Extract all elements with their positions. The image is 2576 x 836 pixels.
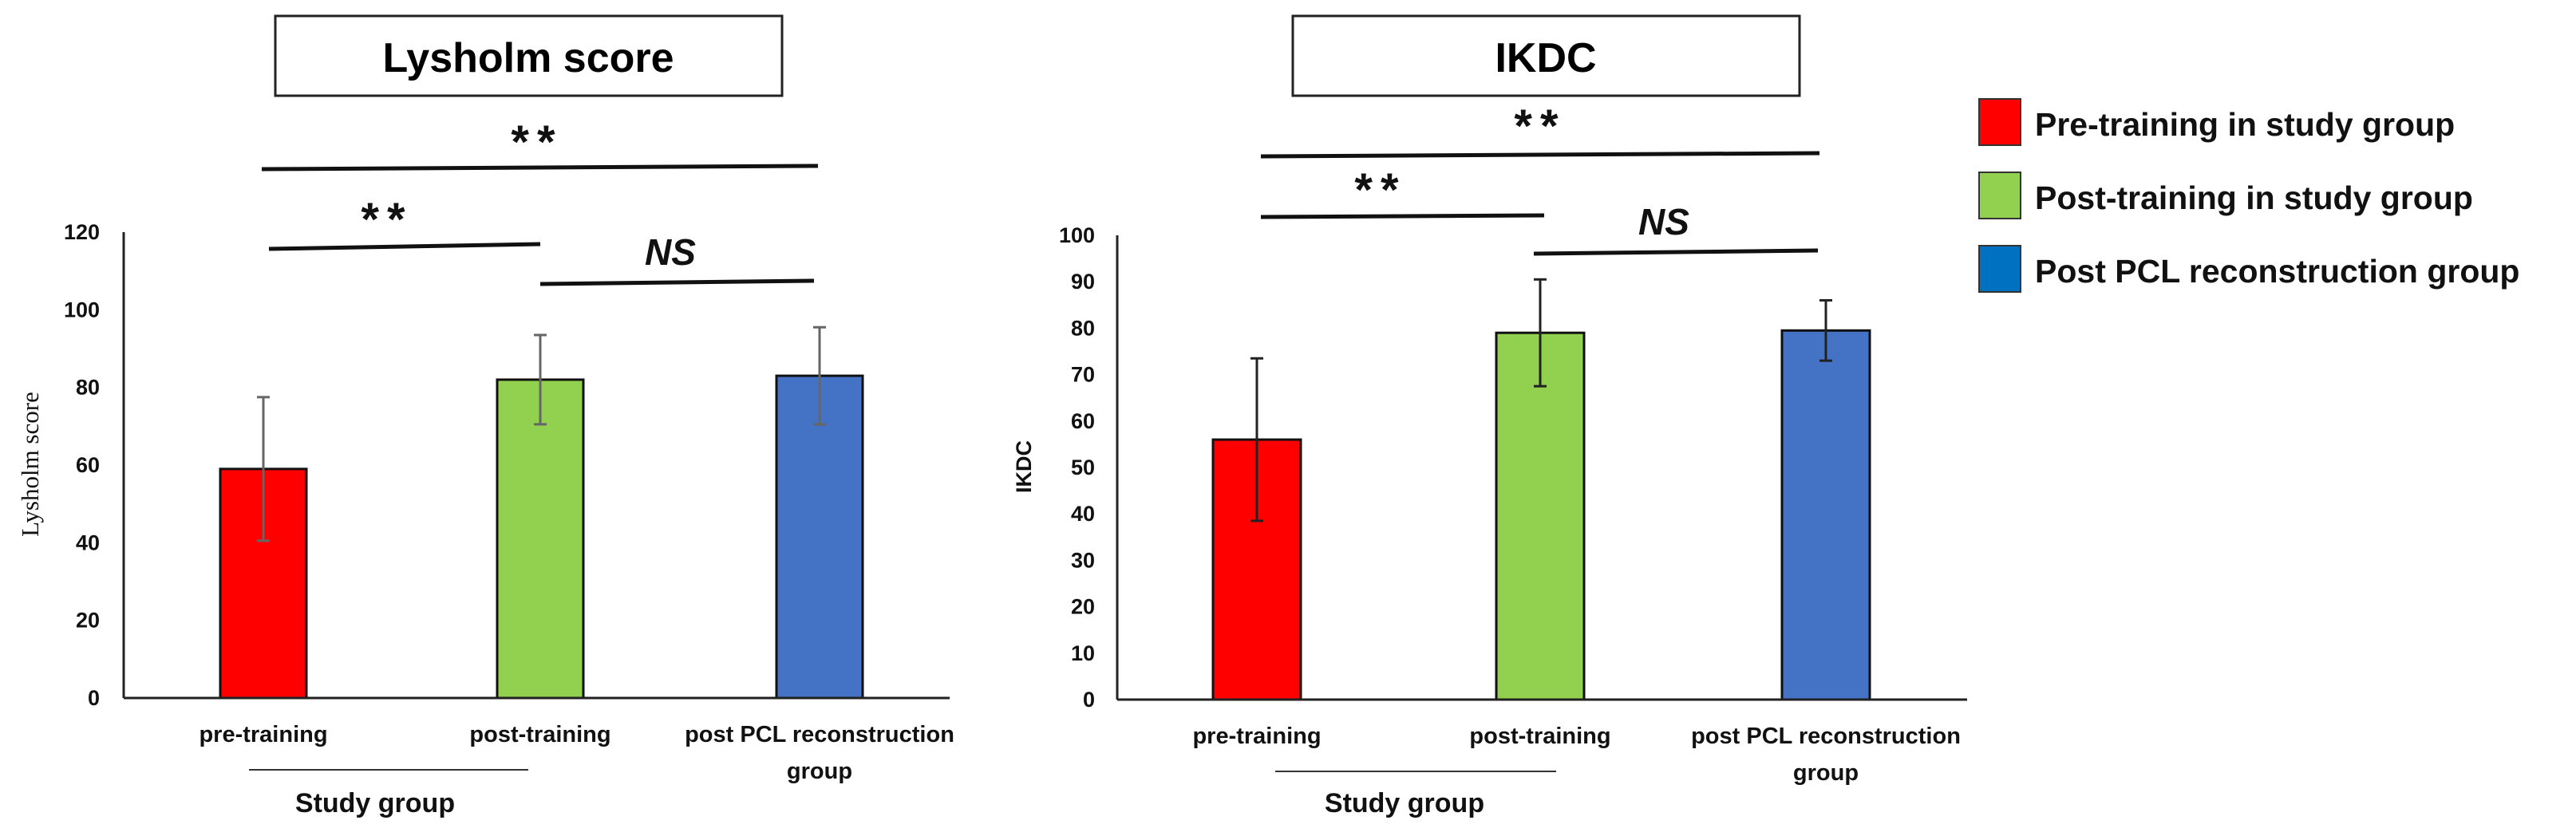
ikdc-bar (1780, 329, 1871, 701)
lysholm-y-tick-label: 40 (76, 530, 100, 554)
lysholm-category-label: group (787, 759, 852, 784)
lysholm-group-label: Study group (295, 788, 455, 818)
lysholm-sig-label-post-pcl: NS (645, 231, 696, 273)
ikdc-y-tick-label: 90 (1071, 270, 1095, 294)
lysholm-sig-label-pre-post: ** (361, 194, 413, 246)
lysholm-chart: Lysholm score Lysholm score 0 20 40 60 80 100… (16, 14, 954, 818)
lysholm-category-label: post PCL reconstruction (685, 722, 954, 747)
lysholm-y-tick-label: 120 (64, 220, 100, 244)
legend-swatch-post-pcl (1978, 245, 2021, 293)
lysholm-bars (219, 325, 864, 700)
ikdc-group-label: Study group (1325, 788, 1484, 818)
ikdc-sig-label-pre-post: ** (1354, 164, 1406, 216)
lysholm-sig-line-post-pcl (539, 278, 815, 286)
legend-swatch-pre-training (1978, 98, 2021, 146)
ikdc-y-tick-label: 50 (1071, 455, 1095, 479)
ikdc-category-labels: pre-training post-training post PCL recons… (1192, 724, 1960, 786)
ikdc-y-tick-label: 100 (1059, 223, 1095, 247)
ikdc-y-tick-label: 10 (1071, 641, 1095, 665)
ikdc-chart: IKDC IKDC 0 10 20 30 40 50 60 70 80 90 100 pre-tra… (1012, 14, 1967, 818)
legend-label-pre-training: Pre-training in study group (2035, 106, 2455, 143)
ikdc-title-box (1291, 14, 1801, 97)
lysholm-y-tick-label: 100 (64, 298, 100, 321)
ikdc-title: IKDC (1495, 35, 1596, 81)
ikdc-y-tick-label: 60 (1071, 409, 1095, 433)
ikdc-sig-line-pre-post (1260, 213, 1545, 219)
lysholm-y-tick-label: 60 (76, 453, 100, 477)
legend-swatch-post-training (1978, 172, 2021, 219)
lysholm-bar (496, 378, 585, 700)
lysholm-category-label: post-training (469, 722, 610, 747)
ikdc-category-label: post PCL reconstruction (1691, 724, 1961, 749)
lysholm-category-labels: pre-training post-training post PCL recons… (199, 722, 954, 784)
legend: Pre-training in study group Post-trainin… (1978, 98, 2519, 293)
lysholm-title: Lysholm score (382, 35, 674, 81)
ikdc-category-label: post-training (1469, 724, 1610, 749)
ikdc-y-tick-label: 0 (1083, 688, 1095, 712)
legend-label-post-pcl: Post PCL reconstruction group (2035, 253, 2519, 290)
ikdc-y-tick-label: 20 (1071, 595, 1095, 619)
ikdc-category-label: pre-training (1192, 724, 1321, 749)
lysholm-bar (775, 374, 864, 700)
ikdc-y-tick-label: 70 (1071, 363, 1095, 387)
ikdc-sig-label-post-pcl: NS (1638, 201, 1689, 243)
lysholm-y-ticks: 0 20 40 60 80 100 120 (64, 220, 100, 710)
ikdc-sig-line-post-pcl (1533, 248, 1819, 256)
lysholm-category-label: pre-training (199, 722, 327, 747)
ikdc-y-axis-label: IKDC (1012, 440, 1036, 493)
lysholm-y-tick-label: 80 (76, 376, 100, 400)
lysholm-sig-line-pre-post (268, 242, 541, 251)
ikdc-y-tick-label: 80 (1071, 316, 1095, 340)
lysholm-title-box (274, 14, 784, 97)
ikdc-y-ticks: 0 10 20 30 40 50 60 70 80 90 100 (1059, 223, 1095, 712)
ikdc-category-label: group (1793, 760, 1859, 786)
ikdc-sig-line-pre-pcl (1260, 151, 1820, 159)
ikdc-bars (1211, 278, 1871, 701)
legend-label-post-training: Post-training in study group (2035, 179, 2473, 216)
lysholm-sig-label-pre-pcl: ** (511, 116, 563, 168)
lysholm-sig-line-pre-pcl (261, 164, 819, 172)
lysholm-y-tick-label: 0 (88, 686, 100, 710)
ikdc-y-tick-label: 40 (1071, 502, 1095, 526)
lysholm-y-axis-label: Lysholm score (16, 392, 44, 537)
ikdc-y-tick-label: 30 (1071, 548, 1095, 572)
ikdc-bar (1495, 331, 1586, 701)
ikdc-sig-label-pre-pcl: ** (1514, 101, 1566, 152)
lysholm-y-tick-label: 20 (76, 609, 100, 633)
